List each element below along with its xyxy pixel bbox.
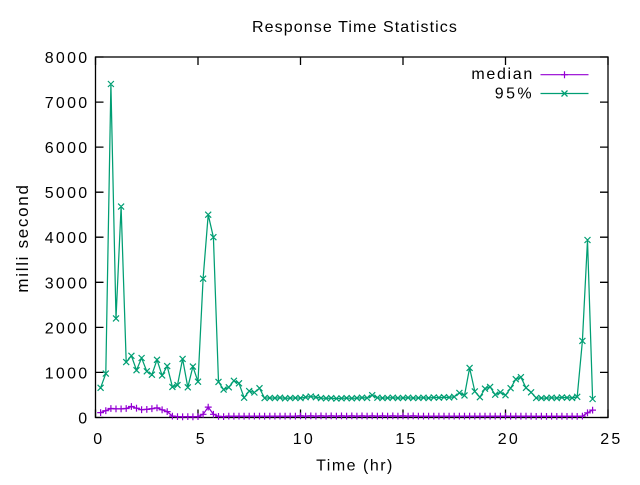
svg-text:1000: 1000 — [45, 365, 90, 382]
svg-text:3000: 3000 — [45, 275, 90, 292]
svg-text:5: 5 — [196, 431, 207, 448]
svg-text:95%: 95% — [495, 86, 534, 103]
svg-text:0: 0 — [93, 431, 104, 448]
svg-text:15: 15 — [395, 431, 417, 448]
svg-text:4000: 4000 — [45, 230, 90, 247]
svg-text:6000: 6000 — [45, 140, 90, 157]
svg-text:2000: 2000 — [45, 320, 90, 337]
svg-text:Time (hr): Time (hr) — [316, 458, 394, 475]
svg-text:8000: 8000 — [45, 50, 90, 67]
svg-text:10: 10 — [293, 431, 315, 448]
svg-text:median: median — [471, 66, 534, 83]
svg-text:milli second: milli second — [13, 183, 32, 292]
svg-text:5000: 5000 — [45, 185, 90, 202]
svg-text:0: 0 — [78, 411, 89, 428]
svg-text:25: 25 — [600, 431, 622, 448]
svg-text:20: 20 — [498, 431, 520, 448]
svg-text:7000: 7000 — [45, 95, 90, 112]
svg-text:Response Time Statistics: Response Time Statistics — [252, 19, 458, 36]
